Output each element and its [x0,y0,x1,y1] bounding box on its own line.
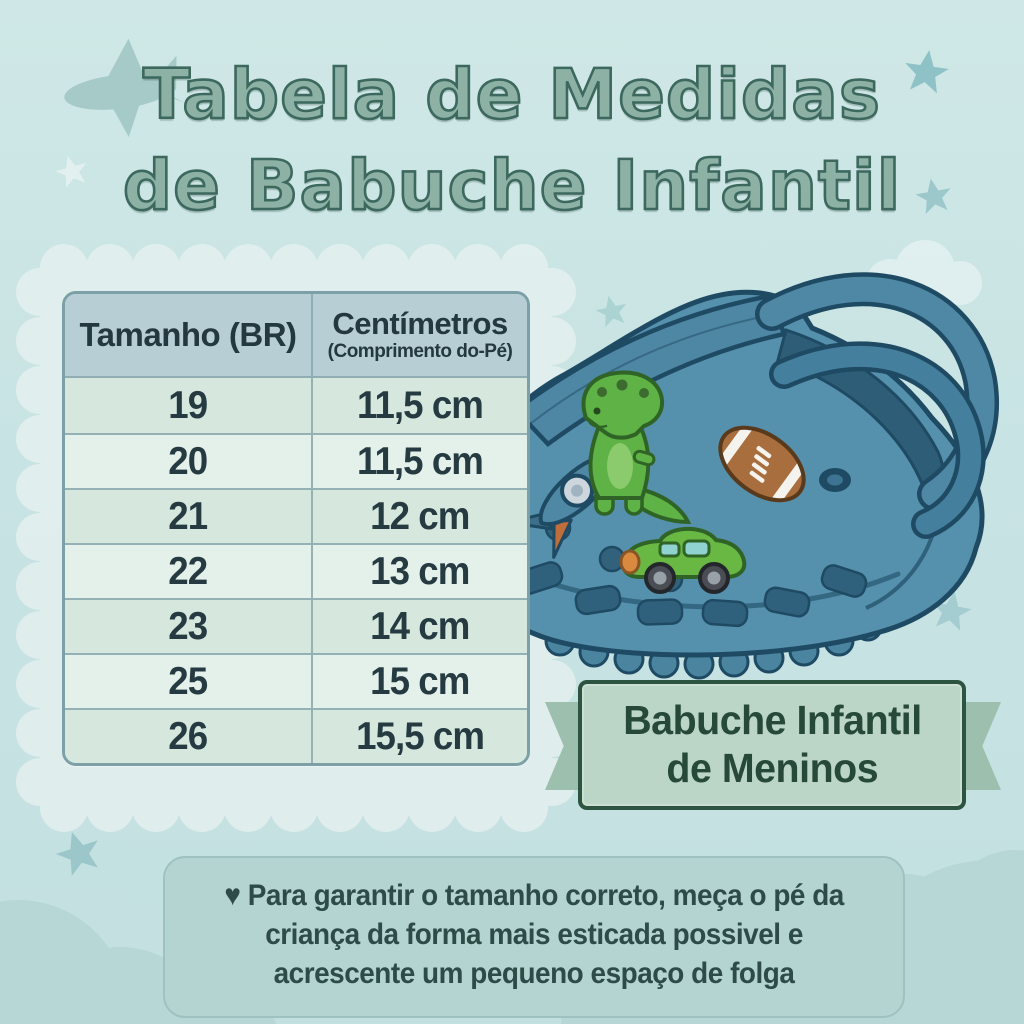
table-row: 21 12 cm [65,488,527,543]
page-title-line2: de Babuche Infantil [121,145,902,228]
note-line: ♥ Para garantir o tamanho correto, meça … [224,878,844,912]
page-title: Tabela de Medidas de Babuche Infantil [0,50,1024,232]
table-row: 20 11,5 cm [65,433,527,488]
ribbon-banner: Babuche Infantil de Meninos [545,680,1001,814]
strap-rivet [819,468,851,492]
size-table: Tamanho (BR) Centímetros (Comprimento do… [62,291,530,766]
table-row: 26 15,5 cm [65,708,527,763]
table-row: 22 13 cm [65,543,527,598]
airplane-icon [64,38,186,138]
football-charm-icon [711,414,813,514]
ribbon-label-line2: de Meninos [666,745,878,791]
dinosaur-charm-icon [581,370,692,525]
table-row: 23 14 cm [65,598,527,653]
page-title-line1: Tabela de Medidas [142,54,882,137]
column-header-size: Tamanho (BR) [65,294,313,376]
table-row: 25 15 cm [65,653,527,708]
size-table-body: 19 11,5 cm 20 11,5 cm 21 12 cm 22 13 cm … [65,378,527,763]
column-header-centimeters: Centímetros (Comprimento do-Pé) [327,305,513,363]
ribbon-label: Babuche Infantil de Meninos [578,680,966,810]
note-line: criança da forma mais esticada possivel … [265,917,803,951]
table-row: 19 11,5 cm [65,378,527,433]
measuring-tip-note: ♥ Para garantir o tamanho correto, meça … [163,856,905,1018]
car-charm-icon [619,526,747,594]
note-line: acrescente um pequeno espaço de folga [273,956,795,990]
ribbon-label-line1: Babuche Infantil [622,697,922,744]
size-table-header: Tamanho (BR) Centímetros (Comprimento do… [65,294,527,378]
heel-strap [755,272,999,539]
